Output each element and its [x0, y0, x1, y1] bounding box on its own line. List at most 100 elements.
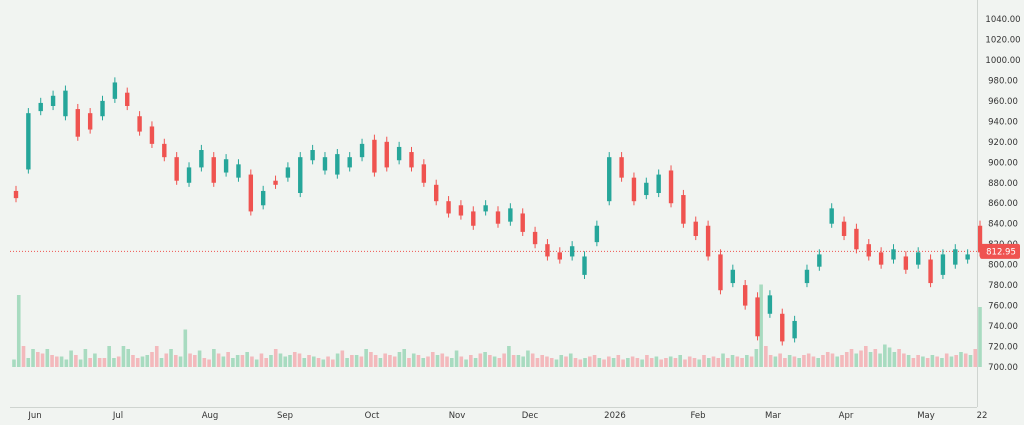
volume-bar	[207, 359, 211, 367]
volume-bar	[545, 356, 549, 367]
volume-bar	[35, 352, 40, 367]
volume-bar	[559, 355, 564, 367]
volume-bar	[749, 356, 754, 367]
candle-body	[705, 225, 711, 257]
volume-bar	[78, 359, 83, 367]
candle-body	[421, 164, 427, 183]
volume-bar	[787, 355, 792, 367]
volume-bar	[40, 353, 45, 367]
volume-bar	[178, 356, 183, 367]
volume-bar	[940, 358, 944, 367]
candle-body	[767, 295, 773, 314]
candle-body	[260, 190, 266, 206]
volume-bar	[692, 358, 697, 367]
volume-bar	[549, 358, 554, 367]
candle-body	[755, 297, 760, 337]
volume-bar	[288, 355, 292, 367]
y-tick-label: 860.00	[988, 199, 1018, 209]
volume-bar	[811, 356, 816, 367]
volume-bar	[121, 346, 126, 367]
x-axis[interactable]: Jun Jul Aug Sep Oct Nov Dec 2026 Feb Mar Apr May 22	[27, 411, 987, 421]
volume-bar	[526, 350, 530, 367]
volume-bar	[235, 355, 240, 367]
volume-bar	[311, 356, 316, 367]
candle-body	[891, 249, 896, 260]
candle-body	[532, 231, 538, 245]
candle-body	[977, 225, 983, 253]
volume-bar	[83, 349, 88, 367]
x-tick-label: Sep	[277, 411, 293, 421]
candle-body	[582, 256, 587, 275]
volume-bar	[388, 355, 392, 367]
volume-bar	[621, 359, 625, 367]
candle-body	[545, 244, 550, 257]
volume-bar	[193, 355, 197, 367]
volume-bar	[878, 353, 882, 367]
x-tick-label: May	[917, 411, 935, 421]
candle-body	[916, 252, 921, 265]
volume-bar	[868, 352, 873, 367]
volume-bar	[716, 358, 721, 367]
volume-bar	[278, 353, 283, 367]
volume-bar	[102, 358, 107, 367]
volume-bar	[816, 358, 821, 367]
volume-bar	[645, 355, 649, 367]
candle-body	[273, 180, 278, 185]
volume-bar	[449, 358, 454, 367]
candle-body	[162, 143, 167, 158]
volume-bar	[492, 356, 497, 367]
volume-bar	[530, 353, 535, 367]
candle-body	[495, 211, 501, 224]
volume-bar	[259, 353, 264, 367]
volume-bar	[12, 359, 16, 367]
candle-body	[347, 157, 352, 168]
candle-body	[434, 184, 439, 202]
y-axis[interactable]: 700.00720.00740.00760.00780.00800.00820.…	[985, 15, 1020, 373]
volume-bar	[169, 349, 173, 367]
volume-layer	[12, 284, 982, 367]
volume-bar	[88, 358, 92, 367]
volume-bar	[212, 349, 216, 367]
volume-bar	[326, 356, 330, 367]
x-tick-label: Dec	[522, 411, 539, 421]
candle-body	[557, 252, 562, 260]
volume-bar	[69, 350, 73, 367]
candle-body	[409, 152, 414, 168]
volume-bar	[702, 355, 706, 367]
volume-bar	[978, 307, 982, 367]
volume-bar	[521, 356, 525, 367]
volume-bar	[411, 353, 416, 367]
volume-bar	[383, 353, 387, 367]
candle-body	[335, 154, 340, 175]
candle-body	[829, 208, 834, 224]
volume-bar	[721, 353, 725, 367]
volume-bar	[959, 352, 963, 367]
volume-bar	[659, 359, 663, 367]
volume-bar	[345, 358, 349, 367]
volume-bar	[173, 355, 178, 367]
volume-bar	[954, 355, 959, 367]
candle-body	[38, 102, 43, 112]
volume-bar	[849, 349, 854, 367]
volume-bar	[269, 355, 273, 367]
candle-body	[854, 228, 859, 250]
volume-bar	[973, 349, 978, 367]
volume-bar	[516, 355, 521, 367]
y-tick-label: 840.00	[988, 220, 1018, 230]
volume-bar	[711, 356, 716, 367]
volume-bar	[578, 359, 583, 367]
volume-bar	[592, 355, 597, 367]
volume-bar	[440, 353, 445, 367]
volume-bar	[587, 356, 592, 367]
candle-body	[26, 113, 31, 170]
candle-body	[248, 174, 254, 212]
volume-bar	[316, 358, 321, 367]
y-tick-label: 740.00	[988, 322, 1018, 332]
volume-bar	[540, 355, 545, 367]
candle-body	[236, 164, 241, 178]
candle-body	[125, 92, 130, 106]
candle-body	[668, 170, 674, 204]
volume-bar	[768, 355, 773, 367]
volume-bar	[740, 358, 744, 367]
